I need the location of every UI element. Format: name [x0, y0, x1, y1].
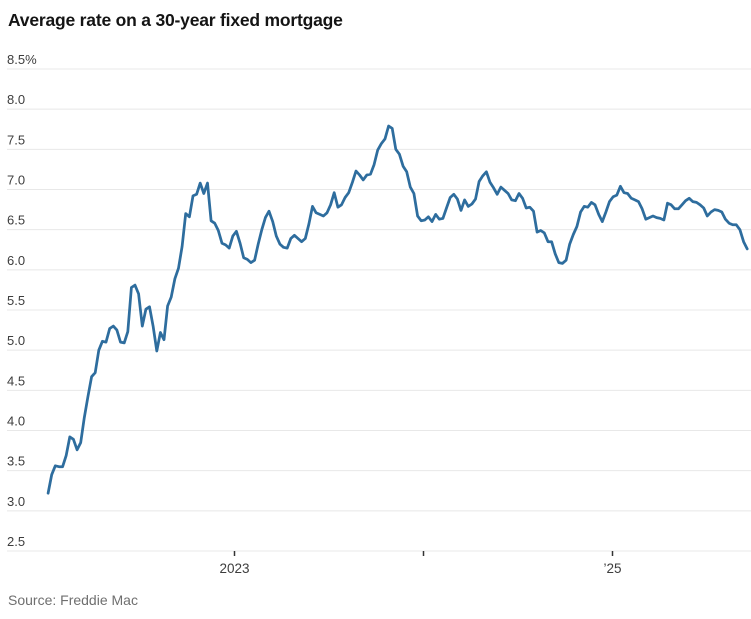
y-axis-label: 8.0 [7, 92, 25, 107]
x-axis-label: ’25 [603, 561, 621, 576]
y-axis-label: 6.0 [7, 253, 25, 268]
y-axis-label: 8.5% [7, 52, 37, 67]
chart-source: Source: Freddie Mac [8, 592, 138, 608]
chart-title: Average rate on a 30-year fixed mortgage [8, 10, 343, 30]
y-axis-label: 7.5 [7, 132, 25, 147]
x-axis-label: 2023 [219, 561, 249, 576]
y-axis-label: 5.0 [7, 333, 25, 348]
y-axis-label: 4.0 [7, 414, 25, 429]
y-axis-label: 2.5 [7, 534, 25, 549]
y-axis-label: 5.5 [7, 293, 25, 308]
y-axis-label: 4.5 [7, 373, 25, 388]
y-axis-label: 3.5 [7, 454, 25, 469]
y-axis-label: 3.0 [7, 494, 25, 509]
y-axis-label: 7.0 [7, 173, 25, 188]
rate-line [46, 124, 749, 495]
y-axis-label: 6.5 [7, 213, 25, 228]
